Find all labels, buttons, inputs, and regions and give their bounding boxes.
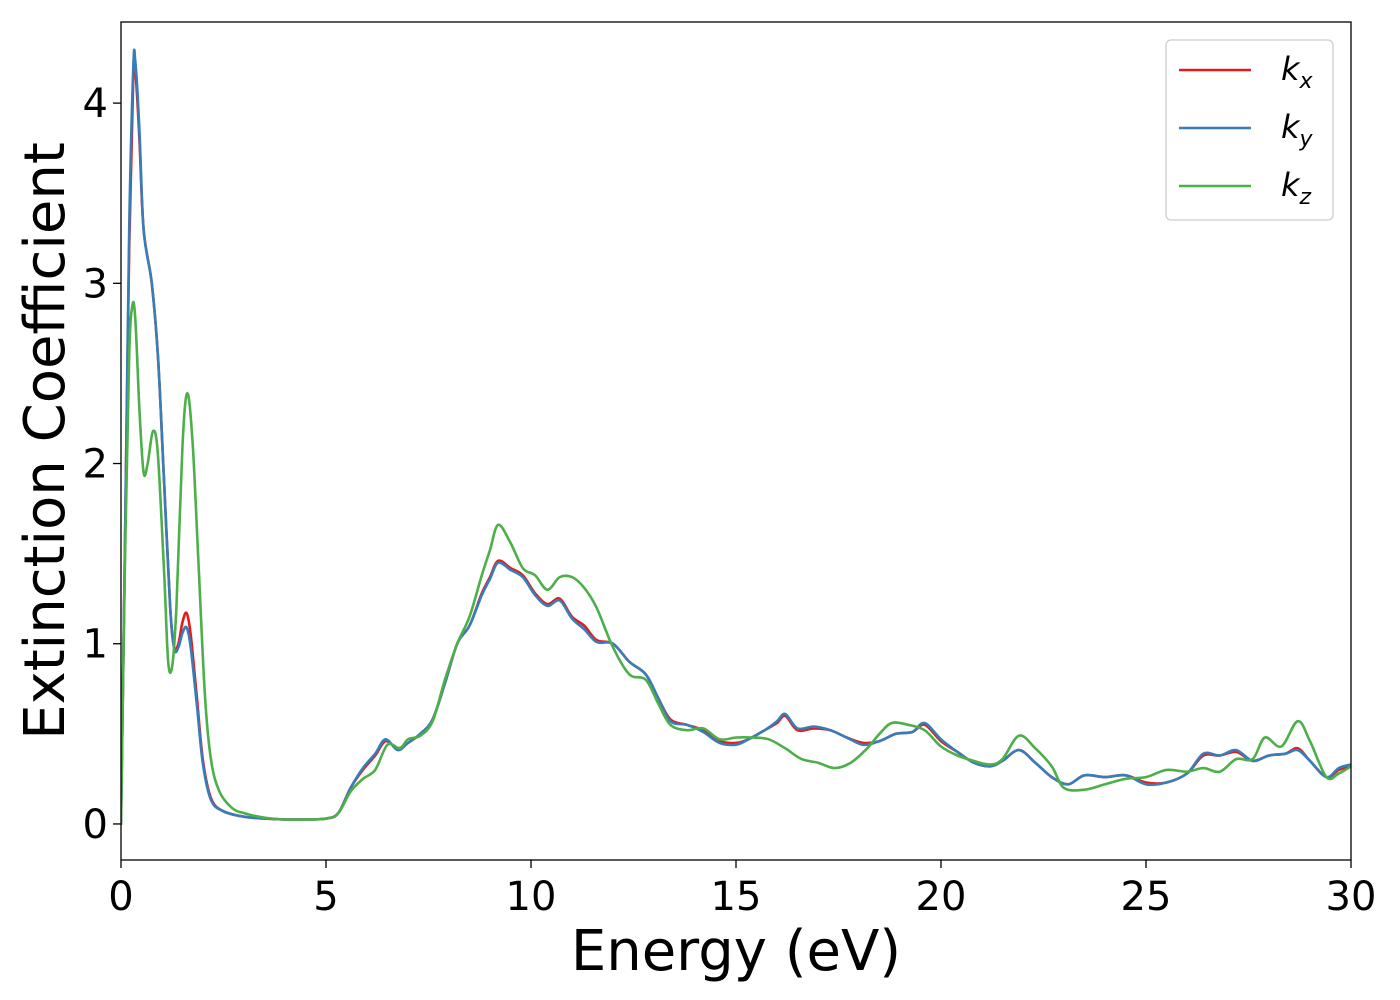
y-tick-label: 4 xyxy=(83,81,108,127)
x-tick-label: 30 xyxy=(1326,874,1377,920)
y-tick-label: 3 xyxy=(83,261,108,307)
y-axis-label: Extinction Coefficient xyxy=(13,142,78,740)
x-tick-label: 5 xyxy=(313,874,338,920)
y-axis: 0 1 2 3 4 xyxy=(83,81,121,848)
x-tick-label: 20 xyxy=(916,874,967,920)
series-line-ky xyxy=(121,48,1351,826)
series-line-kz xyxy=(121,300,1351,826)
x-axis: 0 5 10 15 20 25 30 xyxy=(108,860,1376,920)
y-tick-label: 2 xyxy=(83,442,108,488)
x-tick-label: 25 xyxy=(1121,874,1172,920)
x-tick-label: 15 xyxy=(711,874,762,920)
legend-entry-subscript: z xyxy=(1299,185,1312,210)
legend-entry-name: k xyxy=(1281,108,1301,146)
legend-box xyxy=(1165,39,1334,221)
x-axis-label: Energy (eV) xyxy=(571,919,901,984)
legend-entry-subscript: y xyxy=(1299,127,1314,152)
legend-entry-subscript: x xyxy=(1299,69,1314,94)
legend-entry-ky: ky xyxy=(1281,108,1314,152)
series-layer xyxy=(121,48,1351,826)
legend-entry-kz: kz xyxy=(1281,166,1312,210)
y-tick-label: 1 xyxy=(83,622,108,668)
x-tick-label: 0 xyxy=(108,874,133,920)
plot-area xyxy=(121,22,1351,860)
legend-entry-name: k xyxy=(1281,50,1301,88)
x-tick-label: 10 xyxy=(506,874,557,920)
legend-entry-name: k xyxy=(1281,166,1301,204)
legend-entry-kx: kx xyxy=(1281,50,1314,94)
y-tick-label: 0 xyxy=(83,802,108,848)
